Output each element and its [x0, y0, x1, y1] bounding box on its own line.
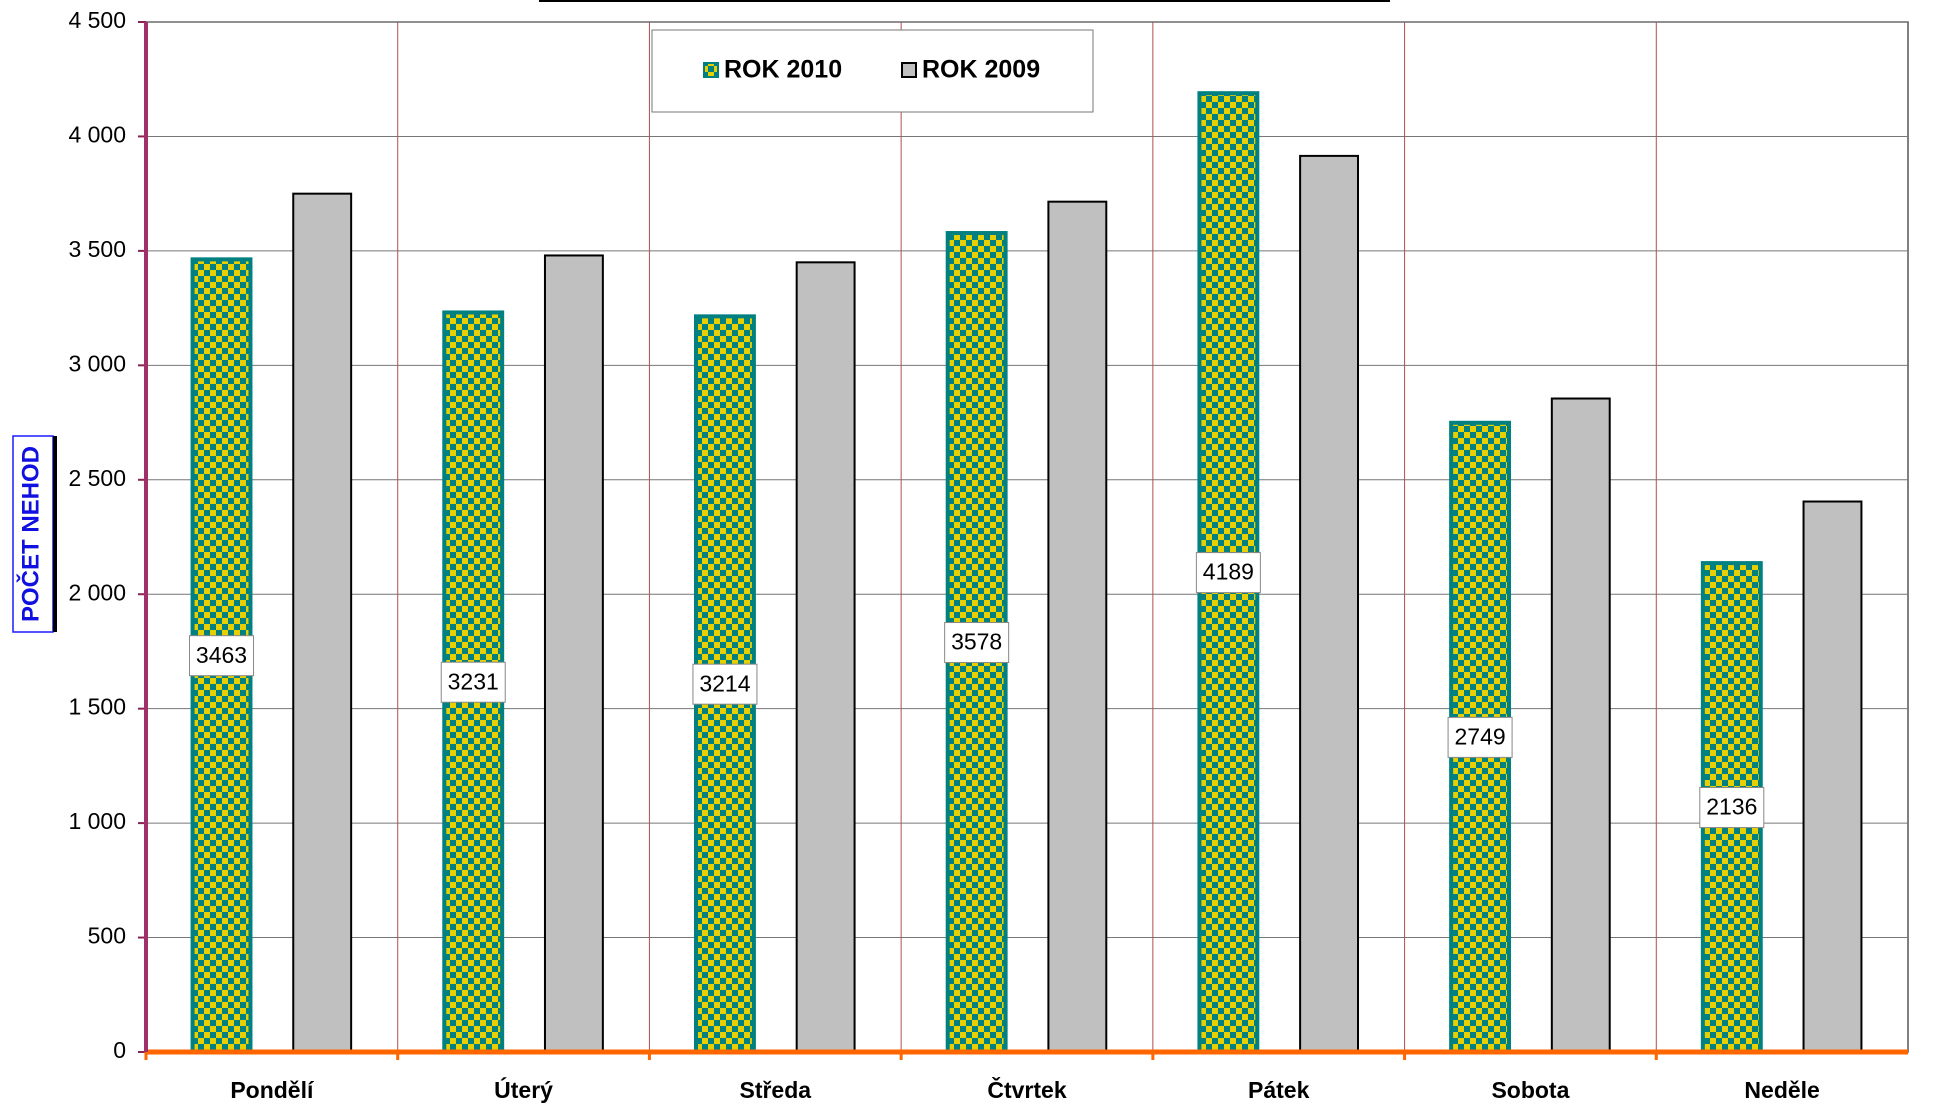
data-label-box: [1447, 716, 1513, 758]
x-tick-label: Čtvrtek: [987, 1076, 1066, 1103]
legend-box: [651, 29, 1094, 113]
x-tick-label: Středa: [739, 1077, 811, 1103]
bar: [292, 192, 353, 1053]
bar: [1550, 397, 1611, 1053]
y-tick-label: 0: [113, 1037, 126, 1063]
bar: [1047, 200, 1108, 1053]
legend-swatch: [901, 62, 917, 78]
bar: [795, 261, 856, 1054]
data-label-box: [440, 661, 506, 703]
y-axis-title-box: POČET NEHOD: [12, 435, 57, 633]
data-label-box: [692, 663, 758, 705]
y-tick-label: 2 000: [68, 579, 126, 605]
y-tick-label: 500: [88, 923, 126, 949]
data-label: 4189: [1203, 559, 1254, 585]
data-label: 2749: [1454, 723, 1505, 749]
data-label-box: [1699, 787, 1765, 829]
x-tick-label: Pondělí: [230, 1077, 315, 1103]
data-label: 3214: [699, 670, 750, 696]
y-tick-label: 4 000: [68, 122, 126, 148]
bar: [543, 254, 604, 1053]
y-tick-label: 2 500: [68, 465, 126, 491]
data-label: 3231: [448, 668, 499, 694]
legend-swatch: [703, 62, 719, 78]
y-tick-label: 3 000: [68, 350, 126, 376]
plot-area: [145, 21, 1909, 1053]
legend-label: ROK 2009: [922, 56, 1040, 84]
data-label-box: [1195, 552, 1261, 594]
x-tick-label: Úterý: [494, 1076, 553, 1103]
y-tick-label: 3 500: [68, 236, 126, 262]
y-tick-label: 1 000: [68, 808, 126, 834]
x-tick-label: Pátek: [1248, 1077, 1310, 1103]
bar: [1802, 500, 1863, 1053]
data-label: 3578: [951, 629, 1002, 655]
x-tick-label: Neděle: [1744, 1077, 1819, 1103]
bar: [1299, 154, 1360, 1053]
data-label: 3463: [196, 642, 247, 668]
y-tick-label: 4 500: [68, 7, 126, 33]
x-tick-label: Sobota: [1491, 1077, 1569, 1103]
data-label-box: [189, 635, 255, 677]
legend-label: ROK 2010: [724, 56, 842, 84]
data-label: 2136: [1706, 794, 1757, 820]
data-label-box: [944, 622, 1010, 664]
y-tick-label: 1 500: [68, 694, 126, 720]
y-axis-title: POČET NEHOD: [16, 446, 44, 622]
